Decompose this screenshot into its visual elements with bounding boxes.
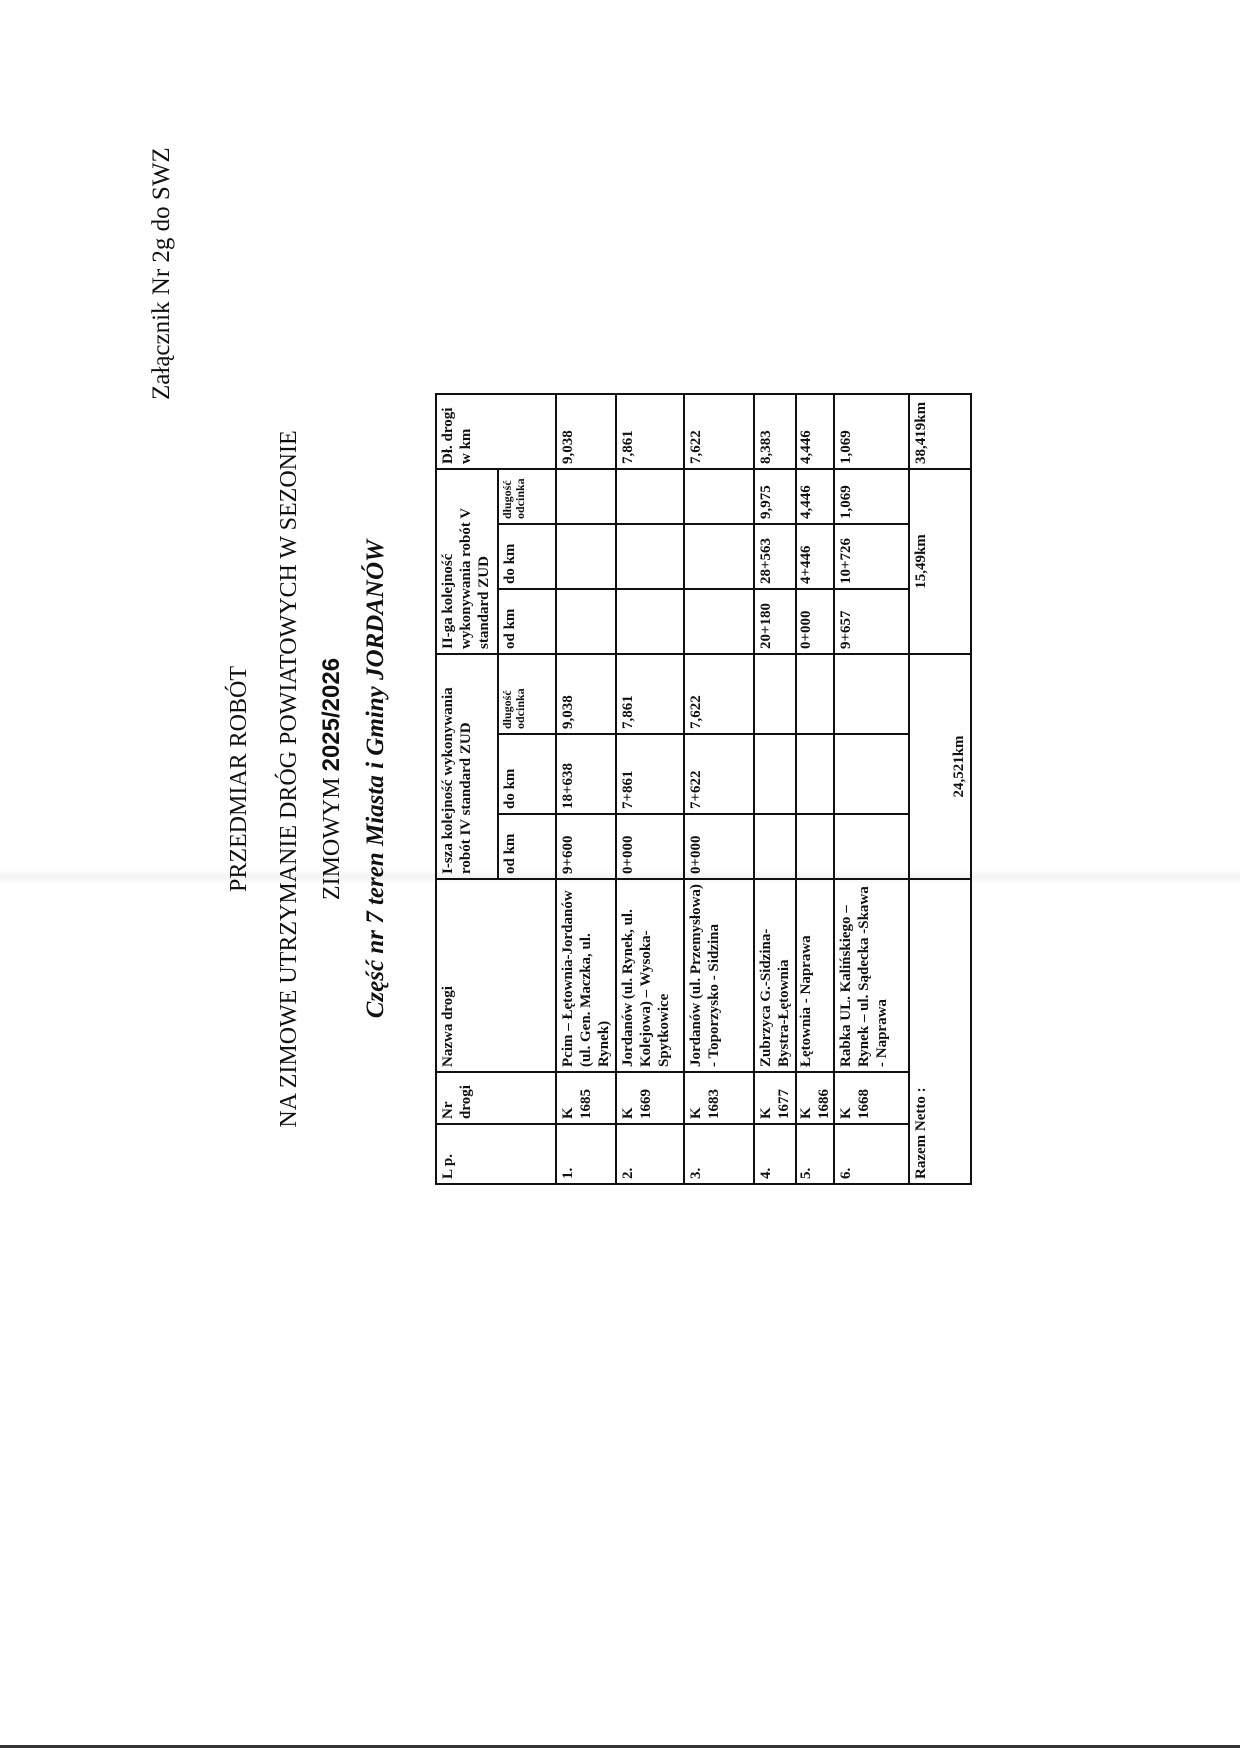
cell-ii-len: 4,446 xyxy=(796,469,834,524)
cell-i-from: 0+000 xyxy=(616,814,684,879)
cell-ii-from xyxy=(556,589,616,654)
header-lp: L p. xyxy=(436,1124,556,1184)
cell-i-to: 18+638 xyxy=(556,734,616,814)
cell-ii-from xyxy=(684,589,754,654)
cell-ii-to xyxy=(616,524,684,589)
cell-i-to: 7+861 xyxy=(616,734,684,814)
header-group2: II-ga kolejność wykonywania robót V stan… xyxy=(436,469,498,654)
cell-i-to xyxy=(834,734,909,814)
cell-ii-to: 10+726 xyxy=(834,524,909,589)
cell-name: Pcim – Łętownia-Jordanów (ul. Gen. Maczk… xyxy=(556,879,616,1072)
header-i-from: od km xyxy=(498,814,556,879)
season-years: 2025/2026 xyxy=(318,657,345,772)
header-ii-length: długość odcinka xyxy=(498,469,556,524)
cell-i-len xyxy=(796,654,834,734)
header-total: Dł. drogi w km xyxy=(436,394,556,469)
cell-lp: 5. xyxy=(796,1124,834,1184)
cell-i-len: 7,622 xyxy=(684,654,754,734)
cell-total: 4,446 xyxy=(796,394,834,469)
table-row: 1. K 1685 Pcim – Łętownia-Jordanów (ul. Ge… xyxy=(556,394,616,1184)
cell-nr: K 1677 xyxy=(754,1072,796,1124)
cell-ii-len xyxy=(556,469,616,524)
cell-ii-to xyxy=(684,524,754,589)
roads-table: L p. Nr drogi Nazwa drogi I-sza kolejnoś… xyxy=(435,393,972,1185)
cell-nr: K 1686 xyxy=(796,1072,834,1124)
cell-total: 7,622 xyxy=(684,394,754,469)
header-row: L p. Nr drogi Nazwa drogi I-sza kolejnoś… xyxy=(436,394,556,1184)
header-name: Nazwa drogi xyxy=(436,879,556,1072)
cell-total: 9,038 xyxy=(556,394,616,469)
cell-name: Zubrzyca G.-Sidzina-Bystra-Łętownia xyxy=(754,879,796,1072)
scan-streak xyxy=(0,870,1240,884)
totals-label: Razem Netto : xyxy=(909,879,971,1184)
header-group1: I-sza kolejność wykonywania robót IV sta… xyxy=(436,654,498,879)
doc-subtitle: NA ZIMOWE UTRZYMANIE DRÓG POWIATOWYCH W … xyxy=(276,430,302,1128)
table-row: 3. K 1683 Jordanów (ul. Przemysłowa) - Top… xyxy=(684,394,754,1184)
cell-i-to xyxy=(796,734,834,814)
season-prefix: ZIMOWYM xyxy=(319,771,345,901)
header-i-to: do km xyxy=(498,734,556,814)
cell-nr: K 1669 xyxy=(616,1072,684,1124)
cell-total: 1,069 xyxy=(834,394,909,469)
cell-lp: 3. xyxy=(684,1124,754,1184)
cell-lp: 1. xyxy=(556,1124,616,1184)
cell-ii-len xyxy=(684,469,754,524)
header-nr: Nr drogi xyxy=(436,1072,556,1124)
table-row: 5. K 1686 Łętownia - Naprawa 0+000 4+446 4,44… xyxy=(796,394,834,1184)
doc-title: PRZEDMIAR ROBÓT xyxy=(226,665,252,893)
cell-i-to: 7+622 xyxy=(684,734,754,814)
header-ii-to: do km xyxy=(498,524,556,589)
table-row: 2. K 1669 Jordanów (ul. Rynek, ul. Kolejow… xyxy=(616,394,684,1184)
table-row: 6. K 1668 Rabka UL. Kalińskiego – Rynek – … xyxy=(834,394,909,1184)
cell-ii-len xyxy=(616,469,684,524)
cell-ii-to xyxy=(556,524,616,589)
cell-lp: 4. xyxy=(754,1124,796,1184)
cell-total: 8,383 xyxy=(754,394,796,469)
cell-nr: K 1685 xyxy=(556,1072,616,1124)
cell-i-from: 0+000 xyxy=(684,814,754,879)
cell-i-to xyxy=(754,734,796,814)
cell-name: Jordanów (ul. Przemysłowa) - Toporzysko … xyxy=(684,879,754,1072)
cell-lp: 2. xyxy=(616,1124,684,1184)
scan-edge xyxy=(0,1745,1240,1748)
cell-i-from xyxy=(754,814,796,879)
cell-i-from xyxy=(834,814,909,879)
doc-season: ZIMOWYM 2025/2026 xyxy=(318,379,346,1179)
table-row: 4. K 1677 Zubrzyca G.-Sidzina-Bystra-Łętow… xyxy=(754,394,796,1184)
cell-lp: 6. xyxy=(834,1124,909,1184)
cell-ii-to: 28+563 xyxy=(754,524,796,589)
cell-ii-len: 1,069 xyxy=(834,469,909,524)
cell-ii-to: 4+446 xyxy=(796,524,834,589)
cell-nr: K 1668 xyxy=(834,1072,909,1124)
cell-name: Łętownia - Naprawa xyxy=(796,879,834,1072)
totals-total: 38,419km xyxy=(909,394,971,469)
cell-name: Rabka UL. Kalińskiego – Rynek – ul. Sąde… xyxy=(834,879,909,1072)
doc-part: Część nr 7 teren Miasta i Gminy JORDANÓW xyxy=(362,539,389,1019)
cell-i-from: 9+600 xyxy=(556,814,616,879)
totals-group2: 15,49km xyxy=(909,469,971,654)
totals-row: Razem Netto : 24,521km 15,49km 38,419km xyxy=(909,394,971,1184)
annex-label: Załącznik Nr 2g do SWZ xyxy=(148,147,175,400)
cell-i-len xyxy=(834,654,909,734)
header-ii-from: od km xyxy=(498,589,556,654)
cell-ii-from: 0+000 xyxy=(796,589,834,654)
cell-nr: K 1683 xyxy=(684,1072,754,1124)
cell-ii-len: 9,975 xyxy=(754,469,796,524)
cell-ii-from: 9+657 xyxy=(834,589,909,654)
cell-i-len xyxy=(754,654,796,734)
cell-i-len: 9,038 xyxy=(556,654,616,734)
cell-ii-from: 20+180 xyxy=(754,589,796,654)
cell-i-len: 7,861 xyxy=(616,654,684,734)
cell-name: Jordanów (ul. Rynek, ul. Kolejowa) – Wys… xyxy=(616,879,684,1072)
totals-group1: 24,521km xyxy=(909,654,971,879)
cell-i-from xyxy=(796,814,834,879)
header-i-length: długość odcinka xyxy=(498,654,556,734)
cell-total: 7,861 xyxy=(616,394,684,469)
cell-ii-from xyxy=(616,589,684,654)
